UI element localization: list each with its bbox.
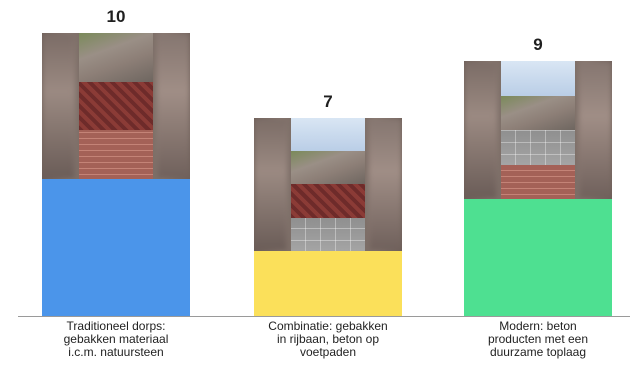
bar-2: 7 (254, 92, 402, 316)
bar-photo (464, 61, 612, 199)
bar-value-label: 10 (106, 7, 126, 26)
category-label: Modern: beton producten met een duurzame t… (487, 319, 589, 359)
bar-value-label: 7 (323, 91, 333, 111)
bar-3: 9 (464, 35, 612, 316)
bar-fill (42, 179, 190, 316)
category-label: Traditioneel dorps: gebakken materiaal i.c… (63, 319, 169, 359)
bar-photo (254, 117, 402, 251)
bar-1: 10 (42, 7, 190, 316)
bar-fill (464, 198, 612, 316)
bar-fill (254, 250, 402, 316)
category-label: Combinatie: gebakken in rijbaan, beton op… (268, 319, 388, 359)
x-axis-baseline (18, 316, 630, 317)
bar-photo (42, 33, 190, 179)
bar-value-label: 9 (533, 35, 543, 55)
